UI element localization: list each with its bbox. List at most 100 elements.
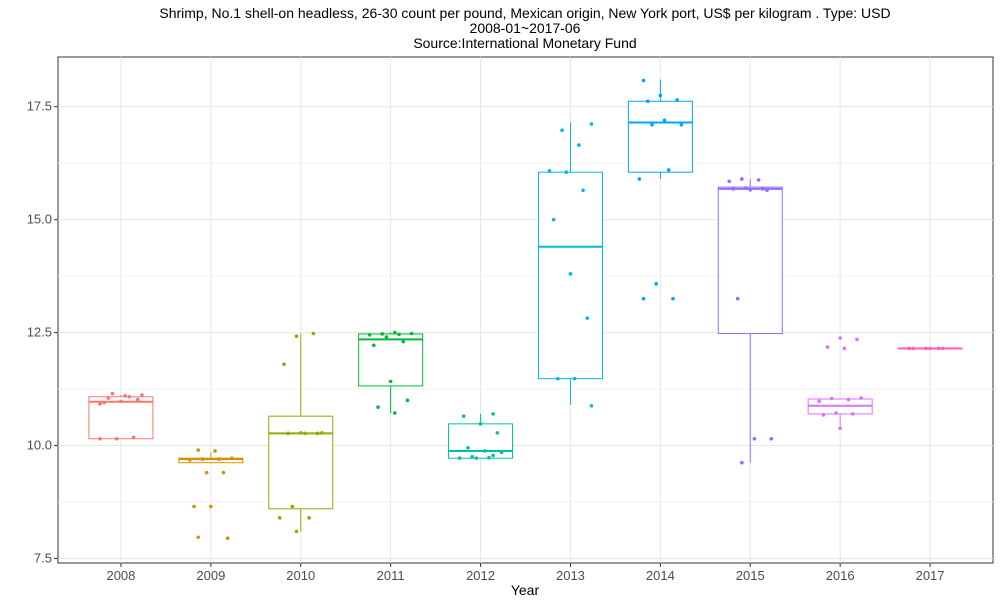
data-point bbox=[204, 470, 209, 475]
data-point bbox=[675, 98, 679, 102]
data-point bbox=[384, 335, 389, 339]
box-2015 bbox=[717, 177, 783, 465]
box-plots bbox=[88, 78, 963, 540]
data-point bbox=[650, 122, 654, 127]
x-tick-label: 2012 bbox=[466, 568, 495, 583]
data-point bbox=[123, 394, 127, 398]
x-axis: 2008 2009 2010 2011 2012 2013 2014 2015 2016 2017 bbox=[106, 563, 945, 583]
data-point bbox=[188, 458, 192, 462]
data-point bbox=[225, 536, 230, 540]
data-point bbox=[838, 336, 842, 340]
data-point bbox=[761, 187, 765, 191]
data-point bbox=[213, 449, 217, 453]
data-point bbox=[478, 422, 483, 426]
grid-lines bbox=[58, 57, 993, 563]
data-point bbox=[474, 456, 479, 460]
box-2008 bbox=[88, 391, 154, 441]
data-point bbox=[196, 535, 201, 540]
data-point bbox=[641, 78, 646, 83]
y-axis: 7.5 10.0 12.5 15.0 17.5 bbox=[27, 99, 58, 565]
data-point bbox=[221, 470, 226, 475]
data-point bbox=[311, 331, 316, 336]
box-2012 bbox=[448, 412, 514, 460]
data-point bbox=[98, 436, 102, 441]
data-point bbox=[495, 431, 500, 435]
data-point bbox=[838, 426, 842, 431]
data-point bbox=[140, 393, 144, 397]
data-point bbox=[119, 399, 123, 404]
data-point bbox=[928, 346, 932, 351]
data-point bbox=[393, 330, 397, 335]
data-point bbox=[825, 345, 830, 349]
box-2017 bbox=[897, 346, 963, 351]
data-point bbox=[307, 516, 311, 520]
data-point bbox=[936, 346, 941, 351]
data-point bbox=[589, 403, 594, 408]
data-point bbox=[192, 504, 196, 509]
data-point bbox=[671, 296, 675, 301]
data-point bbox=[367, 333, 372, 337]
data-point bbox=[577, 143, 581, 147]
box-body bbox=[268, 415, 334, 510]
data-point bbox=[654, 281, 658, 286]
data-point bbox=[744, 186, 748, 190]
data-point bbox=[842, 346, 847, 351]
data-point bbox=[817, 399, 821, 404]
data-point bbox=[769, 436, 774, 441]
data-point bbox=[740, 177, 744, 181]
data-point bbox=[735, 296, 740, 301]
box-body bbox=[627, 100, 693, 173]
data-point bbox=[106, 396, 111, 400]
data-point bbox=[298, 431, 303, 435]
data-point bbox=[637, 177, 642, 181]
data-point bbox=[127, 394, 132, 399]
x-tick-label: 2014 bbox=[646, 568, 675, 583]
y-tick-label: 7.5 bbox=[34, 550, 52, 565]
data-point bbox=[585, 316, 590, 320]
x-tick-label: 2011 bbox=[377, 568, 405, 583]
box-body bbox=[358, 333, 424, 387]
data-point bbox=[731, 187, 736, 191]
data-point bbox=[748, 188, 753, 192]
data-point bbox=[641, 296, 646, 301]
data-point bbox=[560, 128, 564, 132]
data-point bbox=[752, 436, 757, 441]
x-tick-label: 2016 bbox=[826, 568, 855, 583]
data-point bbox=[740, 460, 744, 465]
data-point bbox=[765, 188, 769, 193]
box-body bbox=[717, 186, 783, 334]
x-tick-label: 2013 bbox=[556, 568, 585, 583]
data-point bbox=[581, 188, 585, 193]
data-point bbox=[556, 376, 560, 381]
box-2014 bbox=[627, 78, 693, 301]
data-point bbox=[907, 346, 911, 351]
x-tick-label: 2009 bbox=[196, 568, 225, 583]
data-point bbox=[470, 455, 474, 459]
data-point bbox=[658, 93, 663, 98]
data-point bbox=[499, 450, 504, 455]
data-point bbox=[491, 453, 495, 458]
data-point bbox=[102, 400, 106, 405]
data-point bbox=[290, 504, 295, 509]
data-point bbox=[911, 346, 916, 351]
data-point bbox=[397, 332, 401, 337]
data-point bbox=[666, 168, 671, 172]
data-point bbox=[372, 343, 376, 348]
data-point bbox=[461, 414, 466, 418]
data-point bbox=[589, 122, 594, 126]
data-point bbox=[855, 337, 859, 342]
data-point bbox=[846, 397, 851, 402]
data-point bbox=[196, 448, 201, 452]
chart-title: Shrimp, No.1 shell-on headless, 26-30 co… bbox=[159, 5, 890, 21]
data-point bbox=[662, 118, 667, 123]
data-point bbox=[491, 412, 495, 416]
x-axis-title: Year bbox=[511, 582, 540, 598]
x-tick-label: 2010 bbox=[286, 568, 315, 583]
data-point bbox=[405, 398, 410, 403]
data-point bbox=[303, 431, 307, 436]
data-point bbox=[277, 516, 282, 520]
box-2010 bbox=[268, 331, 334, 534]
data-point bbox=[924, 346, 928, 351]
data-point bbox=[200, 457, 205, 461]
